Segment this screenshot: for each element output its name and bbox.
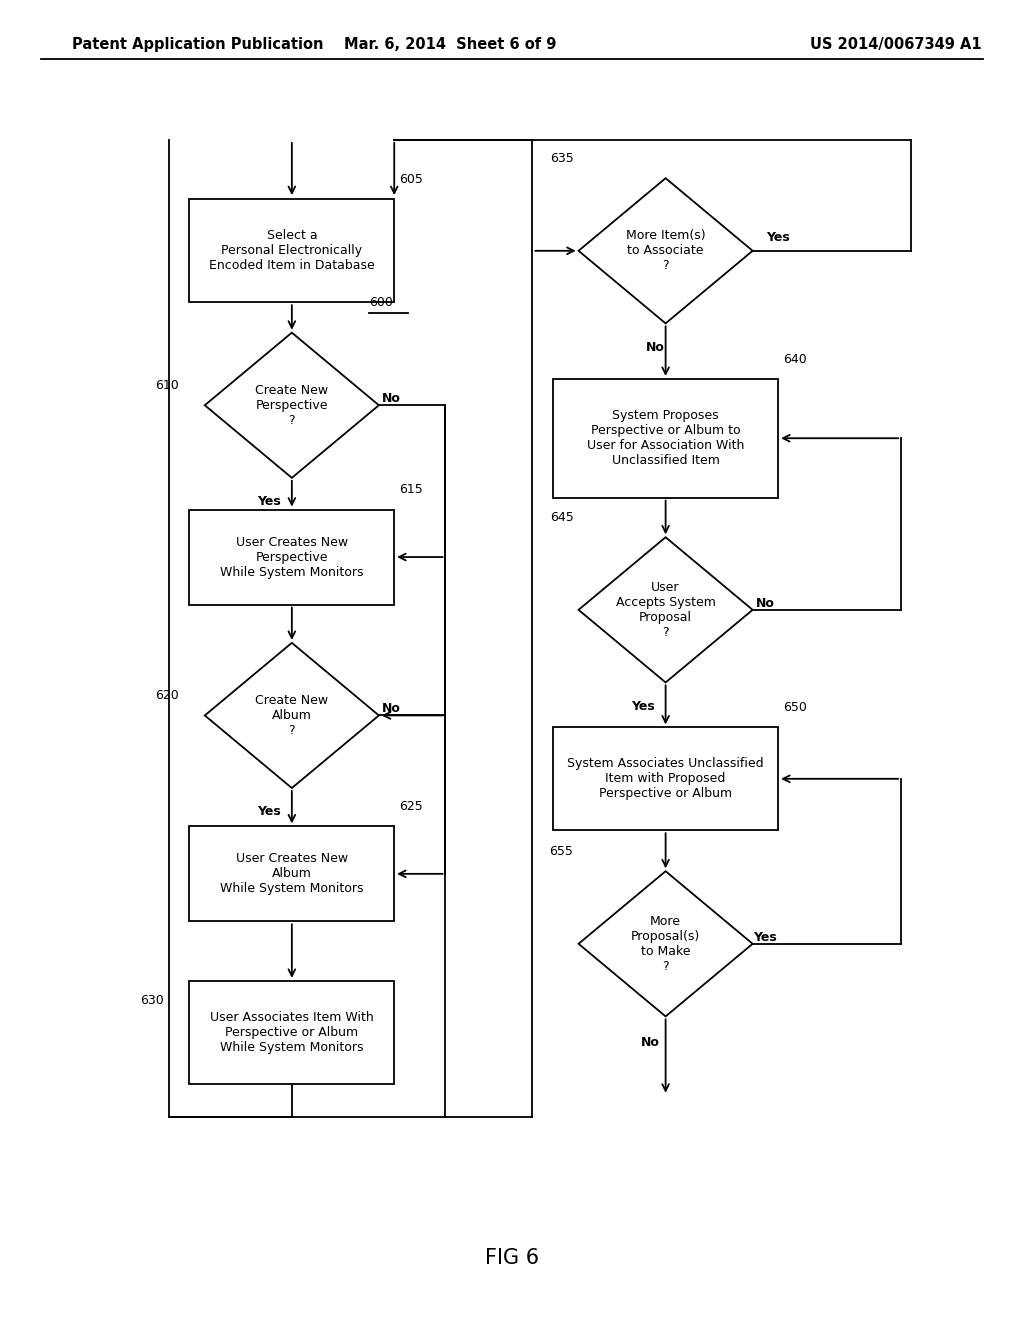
Text: Yes: Yes [753,931,777,944]
Text: 605: 605 [399,173,423,186]
Text: No: No [382,392,400,405]
Text: Yes: Yes [257,805,282,818]
Text: 620: 620 [156,689,179,702]
Text: System Associates Unclassified
Item with Proposed
Perspective or Album: System Associates Unclassified Item with… [567,758,764,800]
Text: Yes: Yes [257,495,282,508]
Text: User Creates New
Album
While System Monitors: User Creates New Album While System Moni… [220,853,364,895]
Text: 640: 640 [783,352,807,366]
Text: 625: 625 [399,800,423,813]
Text: FIG 6: FIG 6 [485,1247,539,1269]
Text: User Associates Item With
Perspective or Album
While System Monitors: User Associates Item With Perspective or… [210,1011,374,1053]
Text: 600: 600 [369,296,392,309]
Polygon shape [579,871,753,1016]
FancyBboxPatch shape [189,981,394,1084]
Text: No: No [756,597,774,610]
Text: System Proposes
Perspective or Album to
User for Association With
Unclassified I: System Proposes Perspective or Album to … [587,409,744,467]
Text: 635: 635 [550,152,573,165]
Text: No: No [382,702,400,715]
Polygon shape [579,178,753,323]
Polygon shape [579,537,753,682]
Text: 610: 610 [156,379,179,392]
Text: Mar. 6, 2014  Sheet 6 of 9: Mar. 6, 2014 Sheet 6 of 9 [344,37,557,53]
FancyBboxPatch shape [189,826,394,921]
Text: Yes: Yes [766,231,791,244]
FancyBboxPatch shape [189,510,394,605]
FancyBboxPatch shape [553,379,778,498]
Text: No: No [641,1036,659,1049]
Text: 630: 630 [140,994,164,1007]
Text: User
Accepts System
Proposal
?: User Accepts System Proposal ? [615,581,716,639]
Text: 615: 615 [399,483,423,496]
Text: More
Proposal(s)
to Make
?: More Proposal(s) to Make ? [631,915,700,973]
Text: User Creates New
Perspective
While System Monitors: User Creates New Perspective While Syste… [220,536,364,578]
Text: Select a
Personal Electronically
Encoded Item in Database: Select a Personal Electronically Encoded… [209,230,375,272]
Polygon shape [205,643,379,788]
Text: 655: 655 [550,845,573,858]
Text: US 2014/0067349 A1: US 2014/0067349 A1 [810,37,982,53]
Text: Create New
Perspective
?: Create New Perspective ? [255,384,329,426]
FancyBboxPatch shape [189,199,394,302]
Polygon shape [205,333,379,478]
Text: 645: 645 [550,511,573,524]
Text: No: No [646,341,665,354]
Text: 650: 650 [783,701,807,714]
Text: Yes: Yes [631,700,655,713]
Text: More Item(s)
to Associate
?: More Item(s) to Associate ? [626,230,706,272]
Text: Create New
Album
?: Create New Album ? [255,694,329,737]
Text: Patent Application Publication: Patent Application Publication [72,37,324,53]
FancyBboxPatch shape [553,727,778,830]
